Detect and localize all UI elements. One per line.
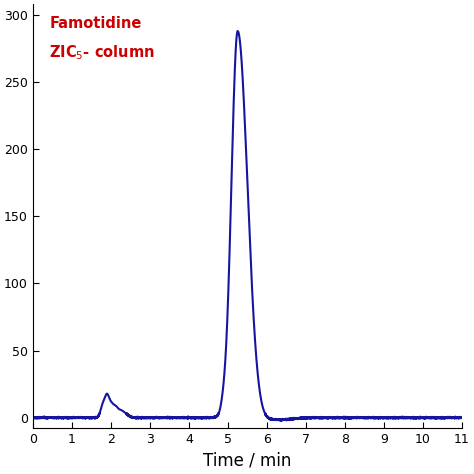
- Text: ZIC$_5$- column: ZIC$_5$- column: [49, 43, 155, 62]
- X-axis label: Time / min: Time / min: [203, 452, 292, 470]
- Text: Famotidine: Famotidine: [49, 16, 142, 31]
